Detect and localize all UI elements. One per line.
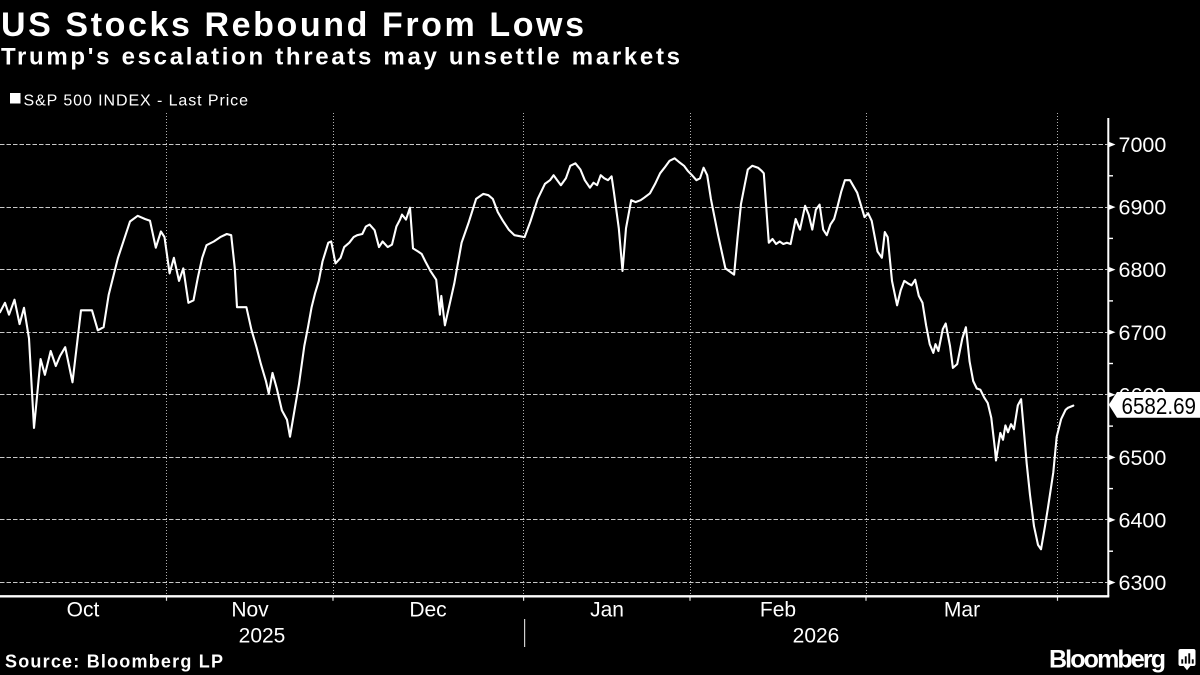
svg-text:S&P 500 INDEX - Last Price: S&P 500 INDEX - Last Price bbox=[24, 92, 249, 109]
svg-text:6300: 6300 bbox=[1119, 571, 1167, 595]
svg-text:2025: 2025 bbox=[239, 625, 286, 648]
svg-text:Jan: Jan bbox=[590, 599, 624, 622]
svg-text:6800: 6800 bbox=[1119, 258, 1167, 282]
svg-text:Dec: Dec bbox=[409, 599, 446, 622]
svg-text:Feb: Feb bbox=[760, 599, 796, 622]
svg-text:6500: 6500 bbox=[1119, 446, 1167, 470]
svg-text:Trump's escalation threats may: Trump's escalation threats may unsettle … bbox=[1, 43, 680, 70]
svg-text:Oct: Oct bbox=[67, 599, 100, 622]
svg-text:Bloomberg: Bloomberg bbox=[1049, 645, 1166, 673]
svg-text:Source: Bloomberg LP: Source: Bloomberg LP bbox=[5, 652, 223, 672]
svg-text:Nov: Nov bbox=[231, 599, 269, 622]
svg-text:2026: 2026 bbox=[793, 625, 840, 648]
svg-text:6900: 6900 bbox=[1119, 196, 1167, 220]
svg-text:7000: 7000 bbox=[1119, 133, 1167, 157]
svg-text:Mar: Mar bbox=[944, 599, 980, 622]
svg-text:6400: 6400 bbox=[1119, 509, 1167, 533]
svg-text:6582.69: 6582.69 bbox=[1122, 393, 1197, 419]
svg-text:6700: 6700 bbox=[1119, 321, 1167, 345]
